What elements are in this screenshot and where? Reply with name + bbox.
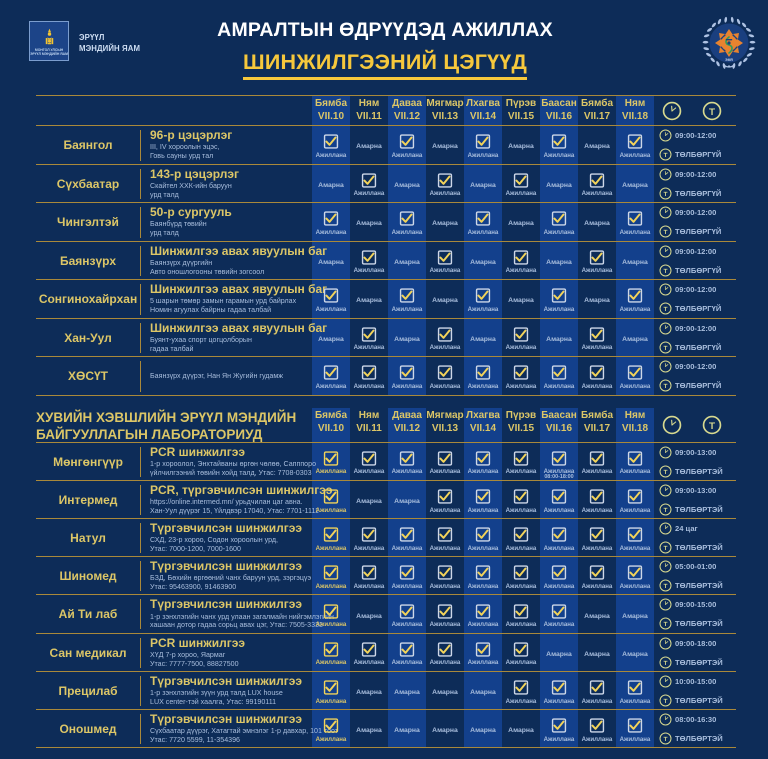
svg-text:T: T xyxy=(664,346,668,352)
svg-text:T: T xyxy=(664,470,668,476)
svg-text:T: T xyxy=(664,269,668,275)
svg-text:ЭМЯ: ЭМЯ xyxy=(725,58,733,62)
svg-text:T: T xyxy=(664,230,668,236)
svg-text:T: T xyxy=(664,622,668,628)
svg-text:T: T xyxy=(664,384,668,390)
svg-text:T: T xyxy=(664,699,668,705)
svg-text:T: T xyxy=(664,584,668,590)
svg-text:T: T xyxy=(664,307,668,313)
svg-text:T: T xyxy=(709,420,715,430)
svg-text:T: T xyxy=(664,546,668,552)
svg-text:T: T xyxy=(664,508,668,514)
svg-text:T: T xyxy=(709,107,715,117)
svg-text:T: T xyxy=(664,192,668,198)
svg-text:T: T xyxy=(664,153,668,159)
svg-text:T: T xyxy=(664,661,668,667)
svg-text:T: T xyxy=(664,737,668,743)
